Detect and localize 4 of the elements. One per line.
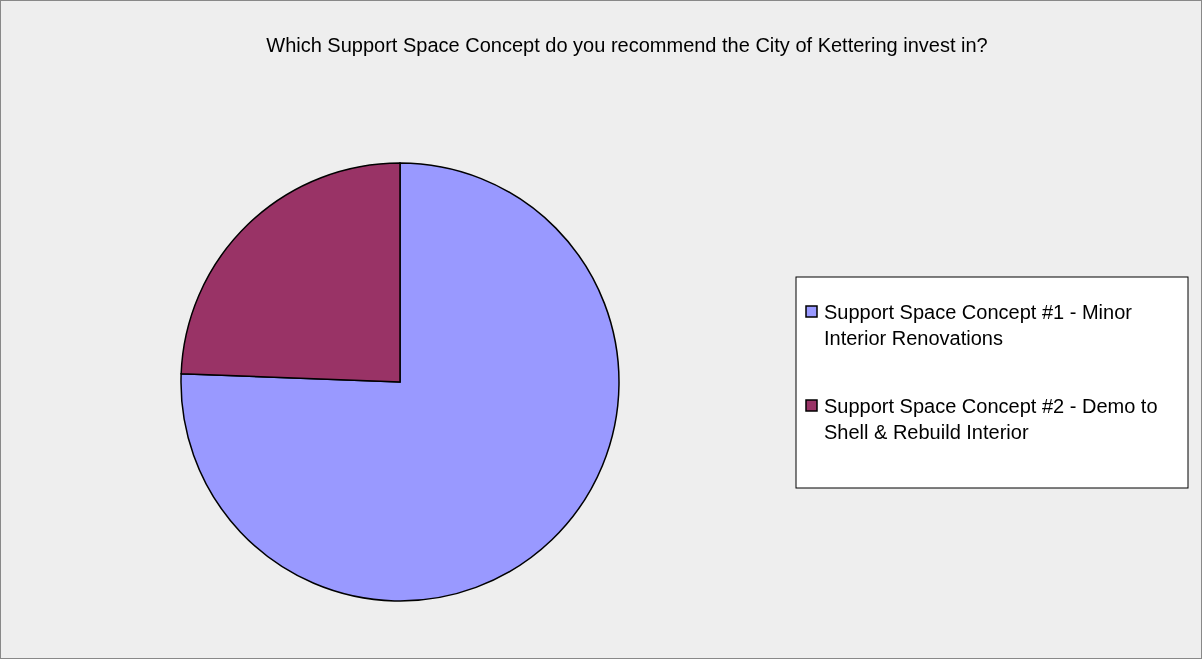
legend-label: Support Space Concept #1 - Minor Interior Renovations: [824, 301, 1133, 349]
legend-label: Support Space Concept #2 - Demo to Shell & Rebuild Interior: [824, 395, 1158, 443]
pie-slice: [180, 162, 620, 602]
chart-title: Which Support Space Concept do you recommend the City of Kettering invest in?: [266, 34, 988, 56]
